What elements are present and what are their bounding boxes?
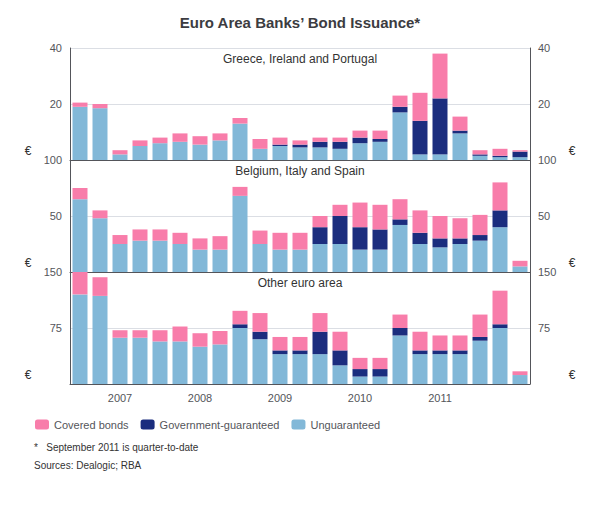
svg-text:€: € <box>25 256 32 270</box>
svg-text:€: € <box>569 256 576 270</box>
svg-text:Government-guaranteed: Government-guaranteed <box>160 419 280 431</box>
svg-text:20: 20 <box>50 98 62 110</box>
svg-text:2007: 2007 <box>108 392 132 404</box>
svg-text:€: € <box>25 368 32 382</box>
svg-text:* September 2011 is quarter-: * September 2011 is quarter-to-date <box>34 442 199 453</box>
svg-text:€: € <box>25 144 32 158</box>
svg-text:150: 150 <box>44 266 62 278</box>
svg-text:100: 100 <box>538 154 556 166</box>
svg-text:100: 100 <box>44 154 62 166</box>
svg-text:Belgium, Italy and Spain: Belgium, Italy and Spain <box>235 164 364 178</box>
svg-text:2009: 2009 <box>268 392 292 404</box>
svg-text:€: € <box>569 368 576 382</box>
svg-text:40: 40 <box>50 42 62 54</box>
svg-text:Greece, Ireland and Portugal: Greece, Ireland and Portugal <box>223 52 377 66</box>
svg-text:Euro Area Banks’ Bond Issuance: Euro Area Banks’ Bond Issuance* <box>180 14 421 31</box>
svg-text:2010: 2010 <box>348 392 372 404</box>
svg-text:40: 40 <box>538 42 550 54</box>
svg-text:20: 20 <box>538 98 550 110</box>
svg-text:50: 50 <box>538 210 550 222</box>
svg-text:75: 75 <box>50 322 62 334</box>
svg-text:2008: 2008 <box>188 392 212 404</box>
svg-text:Other euro area: Other euro area <box>258 276 343 290</box>
svg-text:150: 150 <box>538 266 556 278</box>
svg-text:2011: 2011 <box>428 392 452 404</box>
svg-text:75: 75 <box>538 322 550 334</box>
svg-text:50: 50 <box>50 210 62 222</box>
svg-text:€: € <box>569 144 576 158</box>
svg-text:Unguaranteed: Unguaranteed <box>310 419 380 431</box>
svg-text:Covered bonds: Covered bonds <box>54 419 129 431</box>
svg-text:Sources: Dealogic; RBA: Sources: Dealogic; RBA <box>34 460 142 471</box>
